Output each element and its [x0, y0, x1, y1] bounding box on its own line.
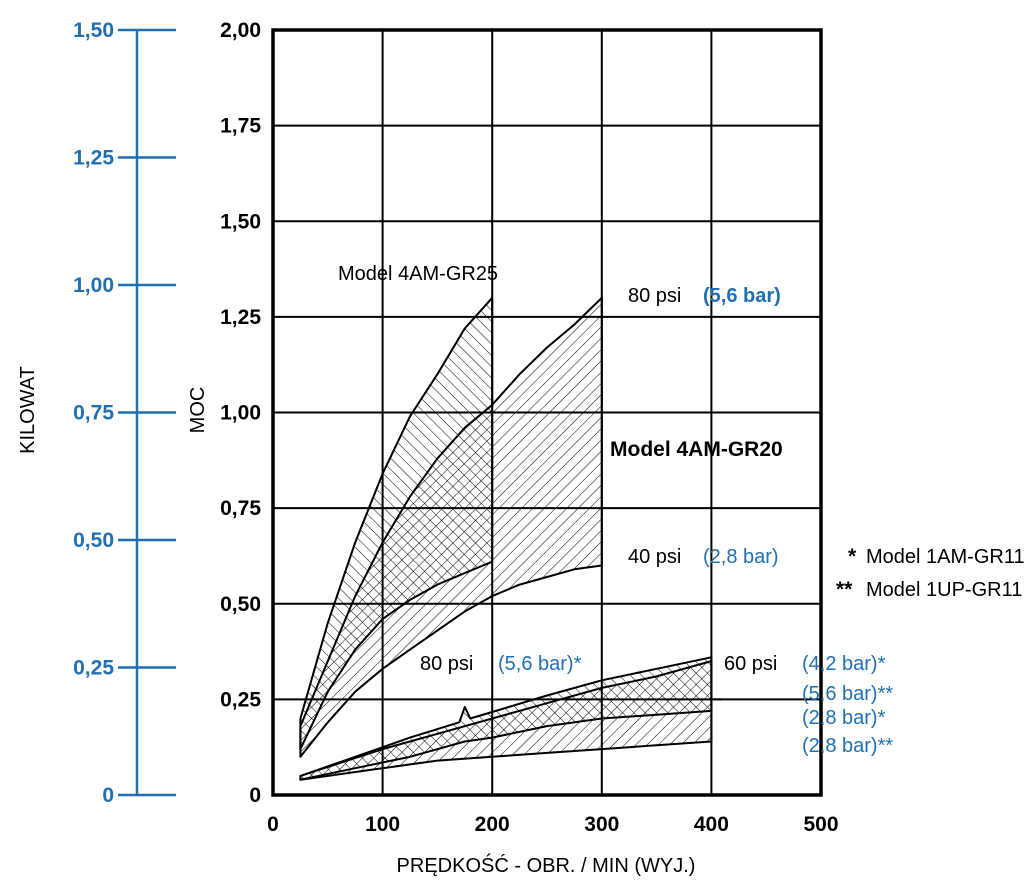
- legend-star: *: [848, 545, 857, 568]
- kilowatt-tick-label: 0,50: [73, 529, 114, 552]
- x-tick-label: 400: [694, 813, 729, 836]
- y-tick-label: 0,25: [220, 688, 261, 711]
- kilowatt-tick-label: 0,75: [73, 402, 114, 425]
- y-tick-label: 1,75: [220, 115, 261, 138]
- x-tick-label: 300: [584, 813, 619, 836]
- label-56bar-top: (5,6 bar): [703, 285, 781, 307]
- x-axis-label: PRĘDKOŚĆ - OBR. / MIN (WYJ.): [397, 853, 696, 877]
- kilowatt-tick-label: 1,00: [73, 274, 114, 297]
- label-model-4am-gr25: Model 4AM-GR25: [338, 263, 498, 285]
- y-tick-label: 1,50: [220, 210, 261, 233]
- hatched-bands: [299, 296, 713, 781]
- label-28bar-mid: (2,8 bar): [703, 546, 779, 568]
- label-56bar-dd: (5,6 bar)**: [802, 683, 893, 705]
- label-42bar: (4,2 bar)*: [802, 653, 886, 675]
- y-tick-labels: 0 0,25 0,50 0,75 1,00 1,25 1,50 1,75 2,00: [220, 19, 261, 807]
- kilowatt-axis-label: KILOWAT: [17, 366, 39, 454]
- kilowatt-axis: 0 0,25 0,50 0,75 1,00 1,25 1,50: [73, 19, 176, 807]
- y-tick-label: 1,25: [220, 306, 261, 329]
- legend-model-1up-gr11: Model 1UP-GR11: [866, 579, 1022, 601]
- x-tick-labels: 0 100 200 300 400 500: [267, 813, 838, 836]
- label-28bar-dd: (2,8 bar)**: [802, 735, 893, 757]
- y-tick-label: 0: [249, 784, 261, 807]
- legend-model-1am-gr11: Model 1AM-GR11: [866, 546, 1025, 568]
- kilowatt-tick-label: 1,25: [73, 147, 114, 170]
- plot-frame: [271, 28, 823, 797]
- band-model-4am-gr20: [299, 296, 603, 758]
- label-60psi: 60 psi: [724, 653, 777, 675]
- x-tick-label: 100: [365, 813, 400, 836]
- kilowatt-tick-label: 1,50: [73, 19, 114, 42]
- legend-double-star: **: [836, 578, 853, 601]
- label-80psi-low: 80 psi: [420, 653, 473, 675]
- x-tick-label: 0: [267, 813, 279, 836]
- band-model-1up-gr11: [299, 660, 713, 781]
- x-tick-label: 500: [803, 813, 838, 836]
- kilowatt-tick-label: 0: [102, 784, 114, 807]
- kilowatt-tick-label: 0,25: [73, 657, 114, 680]
- y-tick-label: 0,75: [220, 497, 261, 520]
- y-tick-label: 2,00: [220, 19, 261, 42]
- label-56bar-low: (5,6 bar)*: [498, 653, 582, 675]
- x-tick-label: 200: [475, 813, 510, 836]
- y-tick-label: 0,50: [220, 593, 261, 616]
- label-model-4am-gr20: Model 4AM-GR20: [610, 438, 783, 461]
- label-40psi: 40 psi: [628, 546, 681, 568]
- y-tick-label: 1,00: [220, 402, 261, 425]
- label-80psi-top: 80 psi: [628, 285, 681, 307]
- y-axis-label: MOC: [187, 387, 209, 434]
- label-28bar-s: (2,8 bar)*: [802, 707, 886, 729]
